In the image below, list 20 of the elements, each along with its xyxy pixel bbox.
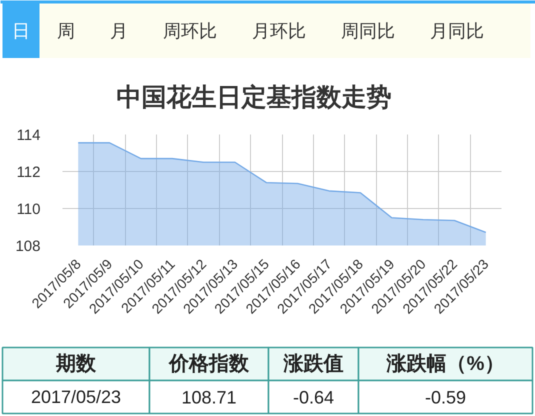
category-label: 涨跌幅（%） [386, 353, 504, 375]
text: 108.71 [181, 388, 237, 408]
category-label: 价格指数 [168, 353, 250, 375]
category-label: 涨跌值 [282, 353, 344, 375]
chart-title: 中国花生日定基指数走势 [116, 84, 392, 112]
category-label: 期数 [55, 353, 97, 375]
y-tick-label: 110 [16, 201, 41, 218]
y-tick-label: 108 [15, 238, 41, 255]
category-label: 周环比 [163, 21, 217, 41]
category-label: 日 [12, 21, 30, 41]
y-tick-label: 114 [16, 127, 41, 144]
category-label: 月环比 [252, 21, 306, 41]
text: 2017/05/23 [30, 387, 122, 407]
text: -0.59 [424, 388, 466, 408]
text: -0.64 [292, 388, 334, 408]
category-label: 月 [110, 21, 128, 41]
y-tick-label: 112 [16, 164, 41, 181]
category-label: 周 [57, 21, 75, 41]
category-label: 月同比 [430, 21, 484, 41]
category-label: 周同比 [341, 21, 395, 41]
